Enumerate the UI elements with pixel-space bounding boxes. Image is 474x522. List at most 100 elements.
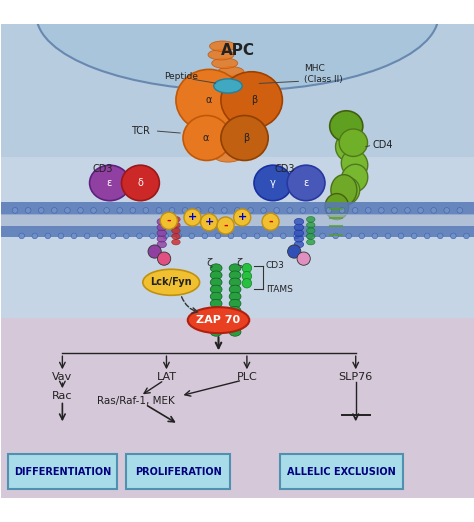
Ellipse shape xyxy=(221,72,283,128)
Circle shape xyxy=(424,233,430,239)
Text: CD4: CD4 xyxy=(372,140,393,150)
Circle shape xyxy=(38,208,44,213)
Ellipse shape xyxy=(172,228,180,233)
Circle shape xyxy=(78,208,83,213)
Circle shape xyxy=(209,208,214,213)
Ellipse shape xyxy=(172,217,180,222)
Polygon shape xyxy=(1,157,474,318)
Ellipse shape xyxy=(157,224,166,231)
Circle shape xyxy=(176,233,182,239)
Ellipse shape xyxy=(157,218,166,225)
Ellipse shape xyxy=(331,175,357,206)
Circle shape xyxy=(228,233,234,239)
Circle shape xyxy=(64,208,70,213)
Circle shape xyxy=(346,233,352,239)
Text: γ: γ xyxy=(270,178,276,188)
Ellipse shape xyxy=(90,165,130,200)
Text: Vav: Vav xyxy=(52,372,73,382)
Ellipse shape xyxy=(229,314,241,322)
Circle shape xyxy=(319,233,325,239)
Ellipse shape xyxy=(254,165,292,200)
Ellipse shape xyxy=(307,239,315,245)
Polygon shape xyxy=(1,318,474,497)
Circle shape xyxy=(12,208,18,213)
Circle shape xyxy=(235,208,240,213)
Ellipse shape xyxy=(294,224,304,231)
Ellipse shape xyxy=(210,328,222,336)
Circle shape xyxy=(221,208,227,213)
Circle shape xyxy=(411,233,417,239)
Text: CD3: CD3 xyxy=(274,164,295,174)
Circle shape xyxy=(124,233,129,239)
Circle shape xyxy=(418,208,423,213)
Ellipse shape xyxy=(214,79,242,93)
Ellipse shape xyxy=(222,135,248,145)
Circle shape xyxy=(234,209,251,226)
Ellipse shape xyxy=(339,129,367,157)
Circle shape xyxy=(189,233,194,239)
Circle shape xyxy=(365,208,371,213)
Ellipse shape xyxy=(210,271,222,279)
FancyBboxPatch shape xyxy=(280,454,403,489)
Ellipse shape xyxy=(157,230,166,236)
Ellipse shape xyxy=(307,217,315,222)
Circle shape xyxy=(281,233,286,239)
Ellipse shape xyxy=(307,233,315,239)
Ellipse shape xyxy=(307,222,315,228)
Circle shape xyxy=(262,213,279,230)
Ellipse shape xyxy=(215,152,241,162)
Ellipse shape xyxy=(172,233,180,239)
Ellipse shape xyxy=(229,285,241,294)
Ellipse shape xyxy=(208,109,234,120)
Circle shape xyxy=(431,208,437,213)
Circle shape xyxy=(398,233,404,239)
Bar xyxy=(1,226,474,238)
Circle shape xyxy=(163,233,168,239)
Ellipse shape xyxy=(229,271,241,279)
Circle shape xyxy=(182,208,188,213)
Circle shape xyxy=(195,208,201,213)
Circle shape xyxy=(32,233,37,239)
Circle shape xyxy=(438,233,443,239)
Ellipse shape xyxy=(157,241,166,248)
Text: Lck/Fyn: Lck/Fyn xyxy=(150,277,192,287)
Text: LAT: LAT xyxy=(156,372,176,382)
Circle shape xyxy=(169,208,175,213)
Circle shape xyxy=(288,245,301,258)
Ellipse shape xyxy=(210,306,222,315)
Circle shape xyxy=(148,245,161,258)
Text: Rac: Rac xyxy=(52,391,73,401)
Circle shape xyxy=(457,208,463,213)
Ellipse shape xyxy=(210,285,222,294)
Circle shape xyxy=(110,233,116,239)
Ellipse shape xyxy=(143,269,200,295)
Ellipse shape xyxy=(222,75,248,86)
Ellipse shape xyxy=(341,150,368,178)
Ellipse shape xyxy=(183,115,230,160)
Circle shape xyxy=(464,233,469,239)
Ellipse shape xyxy=(229,264,241,272)
Text: -: - xyxy=(223,220,228,231)
Circle shape xyxy=(274,208,280,213)
Text: +: + xyxy=(204,217,214,227)
Ellipse shape xyxy=(294,218,304,225)
Text: Ras/Raf-1, MEK: Ras/Raf-1, MEK xyxy=(97,396,174,406)
Text: PLC: PLC xyxy=(237,372,257,382)
Circle shape xyxy=(248,208,254,213)
Text: +: + xyxy=(237,212,247,222)
Circle shape xyxy=(352,208,358,213)
Text: ζ: ζ xyxy=(237,258,243,268)
Ellipse shape xyxy=(210,292,222,301)
Circle shape xyxy=(287,208,292,213)
Ellipse shape xyxy=(229,321,241,329)
Ellipse shape xyxy=(220,84,246,94)
Circle shape xyxy=(58,233,64,239)
Text: α: α xyxy=(206,95,212,105)
Text: CD3: CD3 xyxy=(266,261,285,270)
Bar xyxy=(1,214,474,227)
Circle shape xyxy=(91,208,96,213)
Circle shape xyxy=(201,213,218,231)
Text: CD3: CD3 xyxy=(92,164,113,174)
Ellipse shape xyxy=(188,307,249,333)
Text: α: α xyxy=(202,133,209,143)
